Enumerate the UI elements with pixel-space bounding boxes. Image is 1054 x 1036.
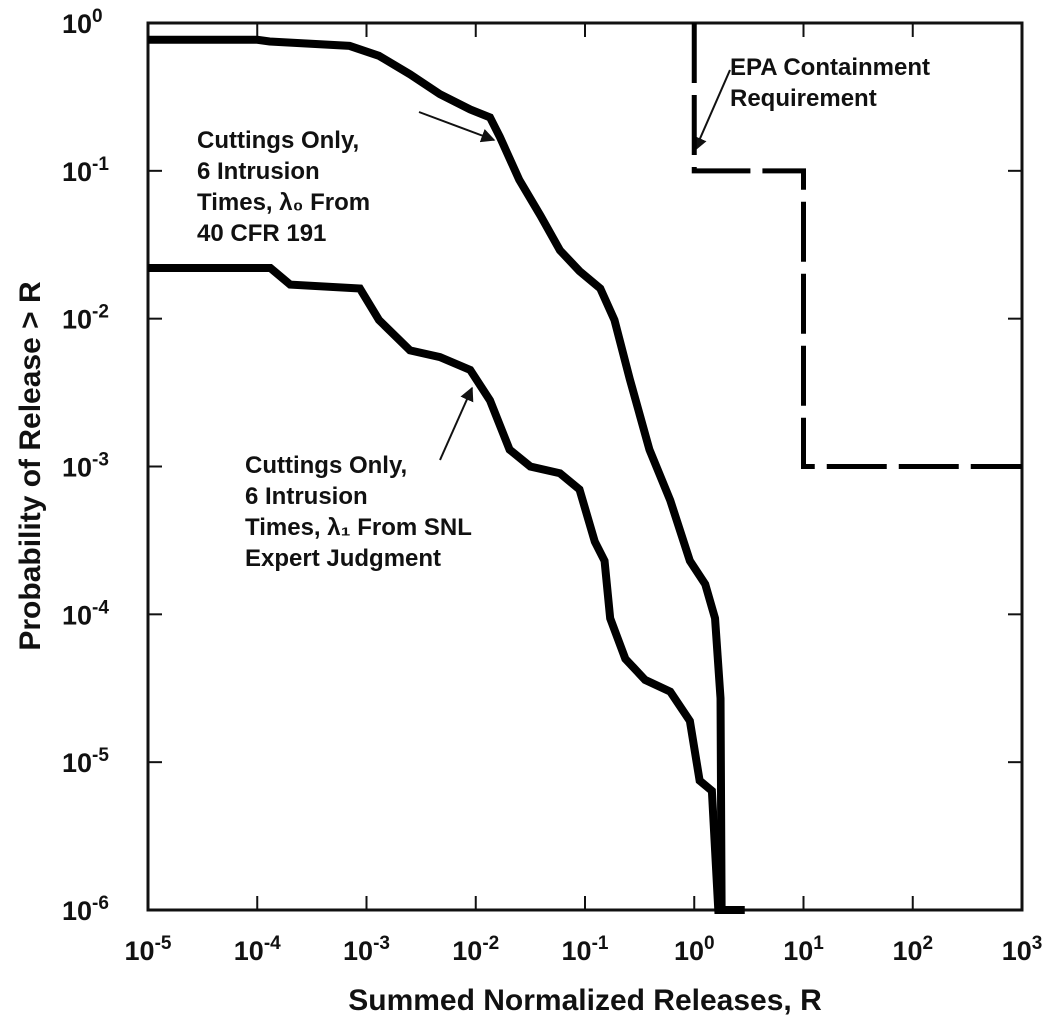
annotation-text: 40 CFR 191 xyxy=(197,220,326,247)
annotation-text: 6 Intrusion xyxy=(197,158,320,185)
series-line xyxy=(691,23,1022,469)
x-tick-label: 103 xyxy=(1002,933,1043,966)
x-axis-label: Summed Normalized Releases, R xyxy=(348,984,822,1017)
y-tick-label: 10-4 xyxy=(62,597,109,630)
annotation-text: EPA Containment xyxy=(730,54,930,81)
y-tick-label: 10-6 xyxy=(62,893,109,926)
annotation-text: Requirement xyxy=(730,85,877,112)
x-tick-label: 10-2 xyxy=(452,933,499,966)
annotation-arrow xyxy=(418,111,496,143)
annotation-arrow xyxy=(693,69,731,152)
series-line xyxy=(148,35,726,911)
x-tick-label: 10-4 xyxy=(234,933,281,966)
x-tick-label: 102 xyxy=(892,933,933,966)
annotation-text: 6 Intrusion xyxy=(245,483,368,510)
x-tick-label: 101 xyxy=(783,933,824,966)
annotation-text: Times, λ₁ From SNL xyxy=(245,514,472,541)
y-tick-label: 10-5 xyxy=(62,745,109,778)
series-line xyxy=(148,264,745,914)
annotation-arrow xyxy=(439,386,474,461)
annotation-text: Cuttings Only, xyxy=(197,127,359,154)
annotation-text: Cuttings Only, xyxy=(245,452,407,479)
x-tick-label: 10-5 xyxy=(125,933,172,966)
x-tick-label: 10-1 xyxy=(562,933,609,966)
y-axis-label: Probability of Release > R xyxy=(14,281,47,651)
y-tick-label: 10-1 xyxy=(62,154,109,187)
x-tick-label: 100 xyxy=(674,933,715,966)
annotation-text: Times, λ₀ From xyxy=(197,189,370,216)
x-tick-label: 10-3 xyxy=(343,933,390,966)
annotation-text: Expert Judgment xyxy=(245,545,441,572)
y-tick-label: 10-2 xyxy=(62,302,109,335)
y-tick-label: 100 xyxy=(62,6,103,39)
y-tick-label: 10-3 xyxy=(62,450,109,483)
